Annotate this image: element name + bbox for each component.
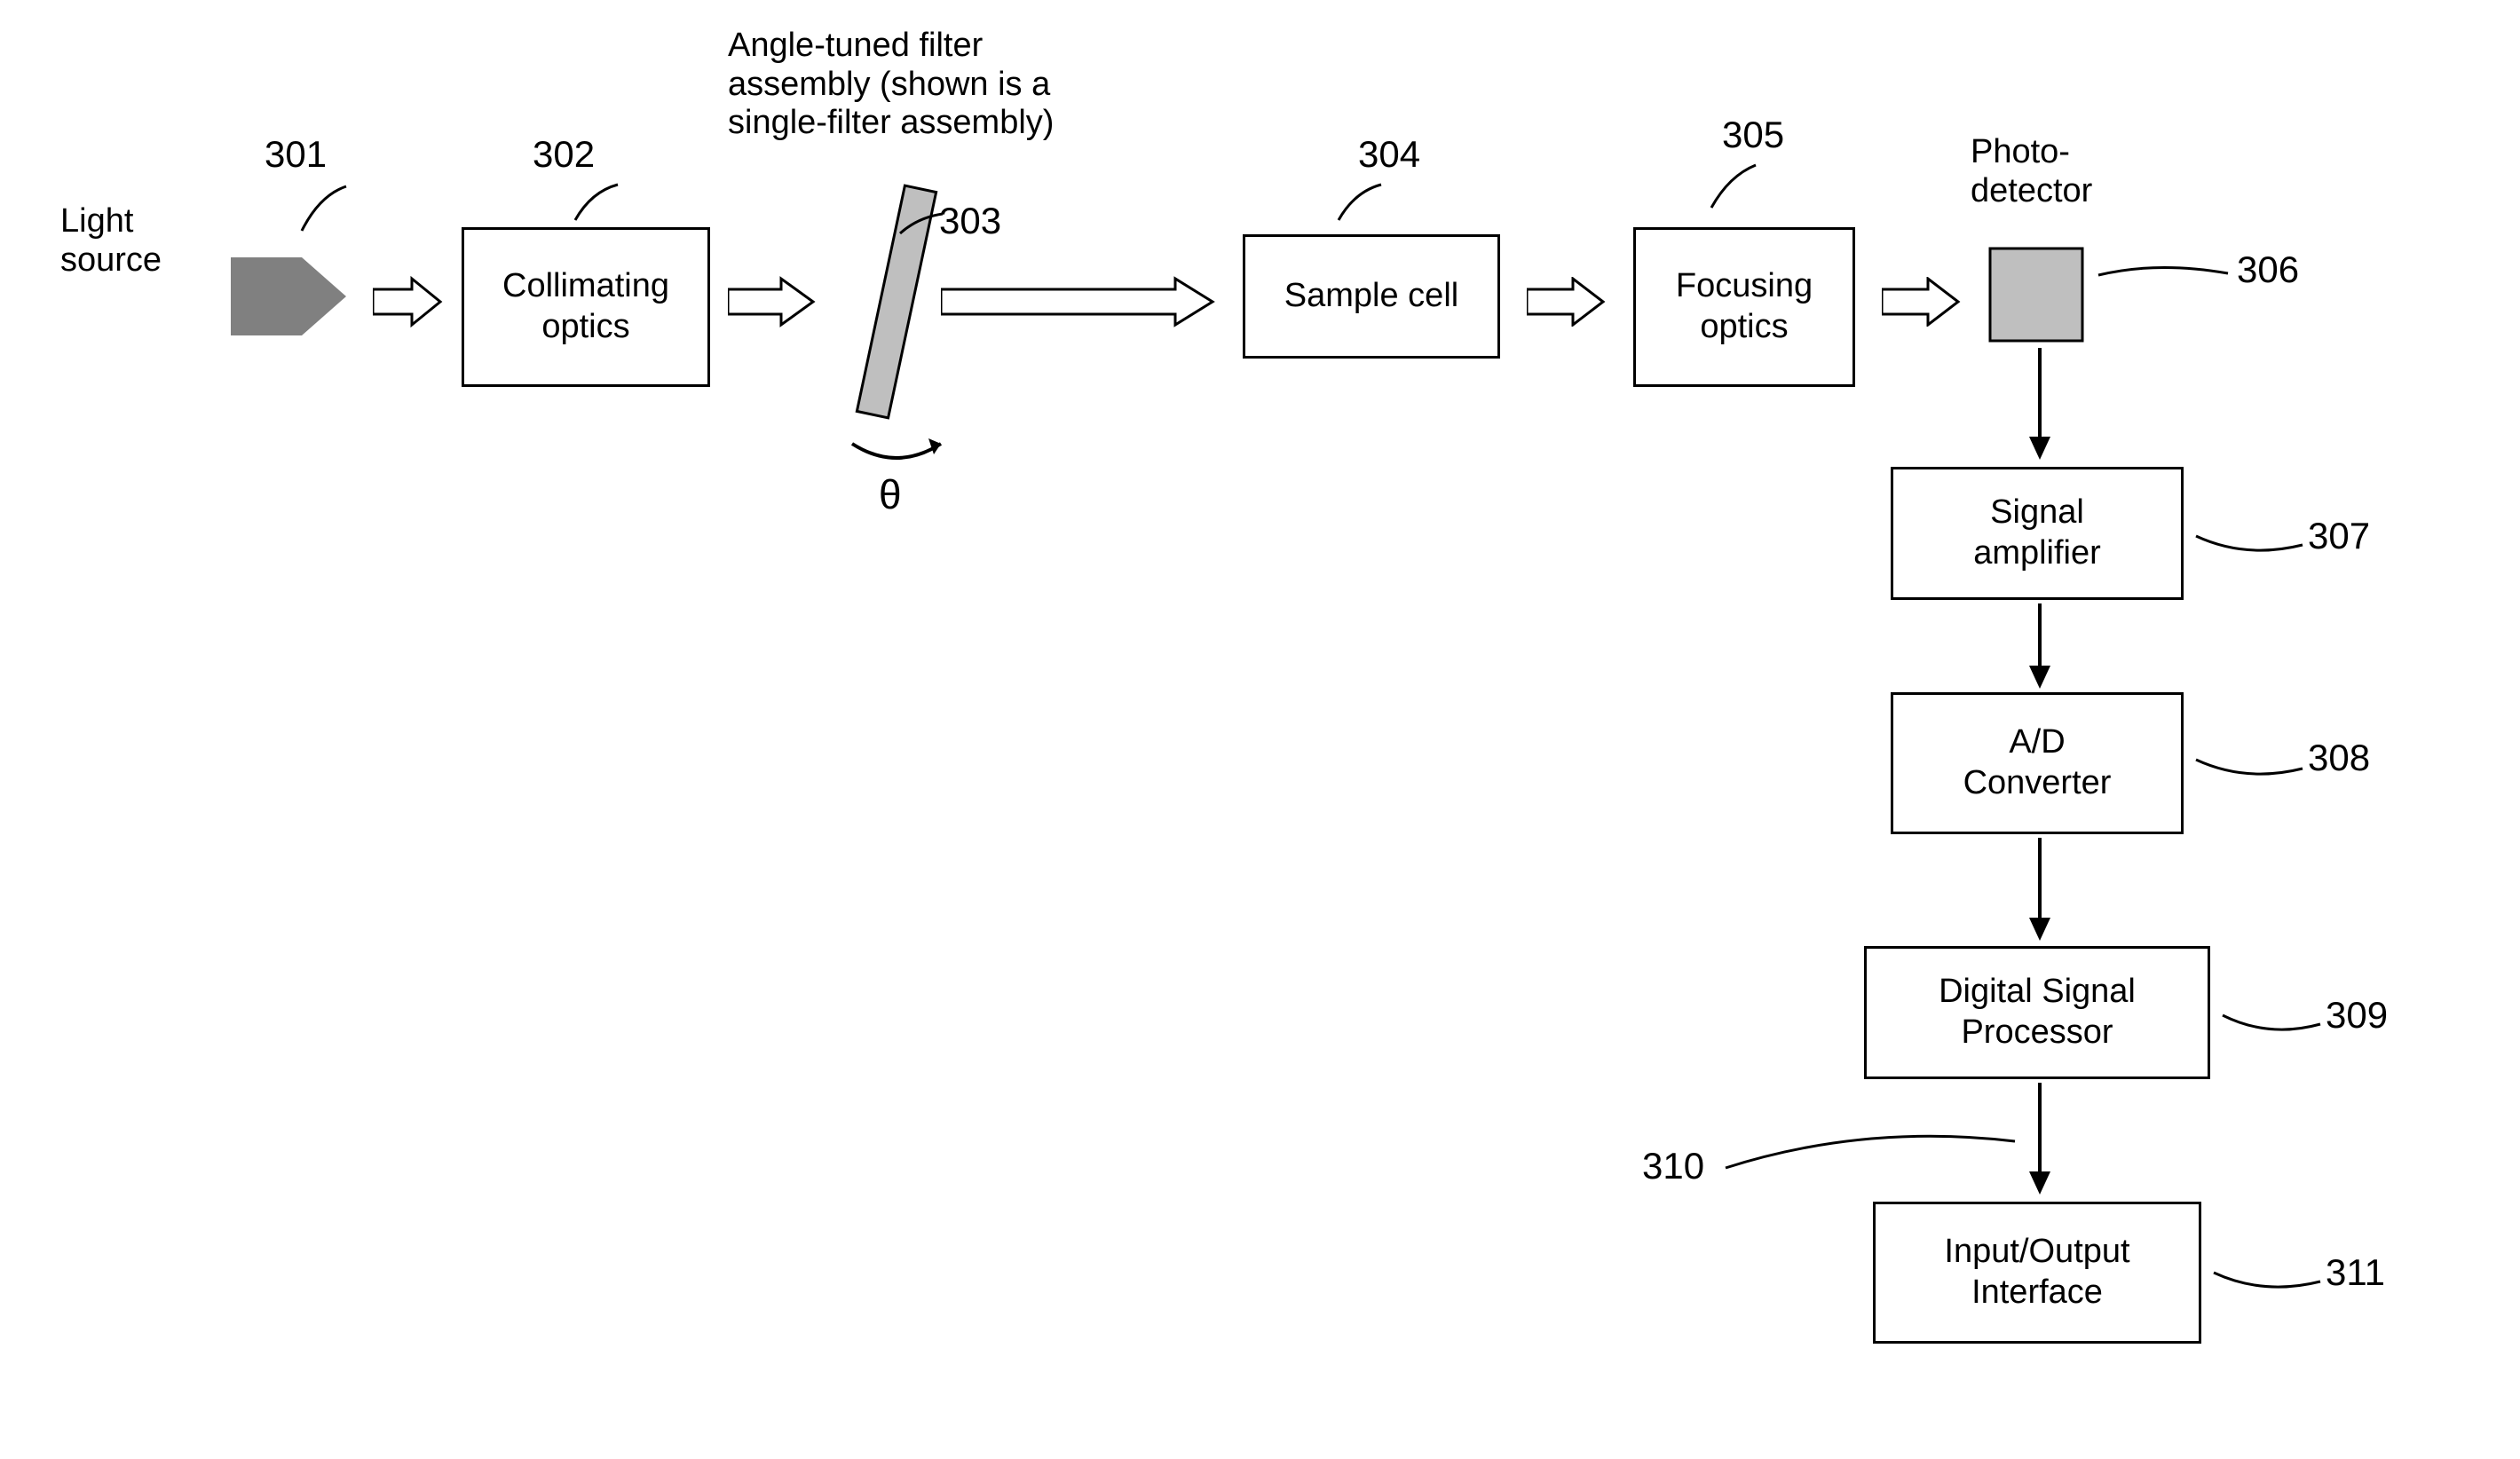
ref-301-leader (293, 177, 364, 248)
arrow-solid-1 (2022, 348, 2058, 463)
ref-301: 301 (265, 133, 327, 176)
ref-302-leader (568, 177, 630, 231)
photodetector-icon (1988, 247, 2086, 344)
arrow-open-4 (1527, 277, 1607, 327)
ref-303-leader (897, 209, 950, 244)
arrow-solid-3 (2022, 838, 2058, 944)
arrow-open-5 (1882, 277, 1962, 327)
light-source-label: Lightsource (60, 202, 202, 280)
ref-308: 308 (2308, 737, 2370, 779)
ref-304: 304 (1358, 133, 1420, 176)
dsp-label: Digital SignalProcessor (1939, 972, 2136, 1053)
signal-amplifier-box: Signalamplifier (1891, 467, 2184, 600)
arrow-solid-2 (2022, 603, 2058, 692)
io-interface-label: Input/OutputInterface (1944, 1232, 2129, 1313)
ref-306-leader (2095, 257, 2237, 293)
arrow-solid-4 (2022, 1083, 2058, 1198)
ref-311: 311 (2326, 1251, 2385, 1294)
ref-311-leader (2210, 1266, 2326, 1301)
ref-304-leader (1331, 177, 1394, 231)
collimating-optics-label: Collimatingoptics (502, 266, 669, 347)
arrow-open-1 (373, 275, 444, 328)
ref-309: 309 (2326, 994, 2388, 1037)
focusing-optics-label: Focusingoptics (1676, 266, 1813, 347)
io-interface-box: Input/OutputInterface (1873, 1202, 2201, 1344)
ad-converter-label: A/DConverter (1963, 722, 2112, 803)
arrow-open-2 (728, 275, 817, 328)
dsp-box: Digital SignalProcessor (1864, 946, 2210, 1079)
ref-308-leader (2192, 753, 2308, 788)
ref-310: 310 (1642, 1145, 1704, 1187)
ad-converter-box: A/DConverter (1891, 692, 2184, 834)
ref-309-leader (2219, 1008, 2326, 1044)
arrow-open-3 (941, 275, 1216, 328)
focusing-optics-box: Focusingoptics (1633, 227, 1855, 387)
theta-label: θ (879, 470, 902, 518)
ref-305: 305 (1722, 114, 1784, 156)
photodetector-label: Photo-detector (1971, 133, 2148, 210)
collimating-optics-box: Collimatingoptics (462, 227, 710, 387)
sample-cell-box: Sample cell (1243, 234, 1500, 359)
filter-annotation: Angle-tuned filterassembly (shown is asi… (728, 27, 1101, 143)
ref-302: 302 (533, 133, 595, 176)
ref-305-leader (1704, 158, 1766, 220)
ref-307-leader (2192, 529, 2308, 564)
ref-307: 307 (2308, 515, 2370, 557)
diagram-canvas: Lightsource 301 Collimatingoptics 302 An… (0, 0, 2520, 1459)
sample-cell-label: Sample cell (1284, 276, 1458, 317)
signal-amplifier-label: Signalamplifier (1973, 493, 2101, 573)
ref-306: 306 (2237, 248, 2299, 291)
ref-310-leader (1722, 1120, 2024, 1182)
light-source-icon (231, 252, 355, 341)
